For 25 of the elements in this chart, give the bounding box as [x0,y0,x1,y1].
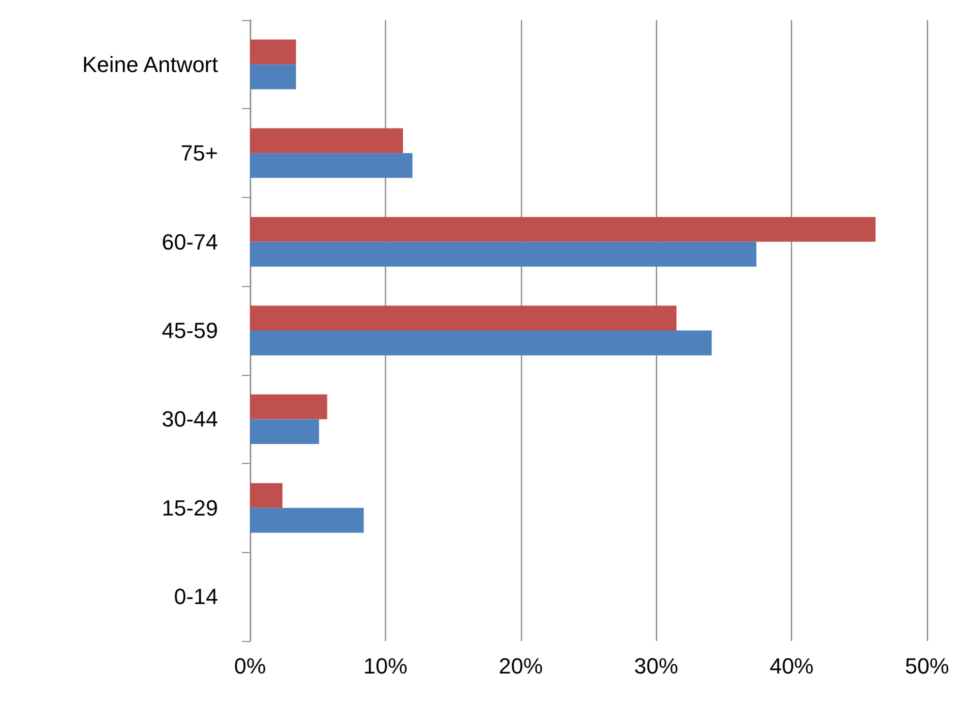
bar [250,40,296,64]
bar [250,64,296,90]
bar [250,508,364,533]
y-tick-label: Keine Antwort [82,52,218,77]
y-tick-label: 60-74 [162,229,218,254]
y-tick-label: 0-14 [174,584,218,610]
x-tick-label: 0% [234,654,266,678]
bar [250,394,328,420]
x-tick-label: 50% [904,654,950,678]
bar [250,306,677,330]
bar [250,419,320,444]
x-tick-label: 20% [498,654,543,678]
bar [250,483,282,508]
y-tick-label: 30-44 [162,406,218,432]
bar [250,153,412,178]
y-tick-label: 75+ [180,140,218,166]
x-tick-label: 40% [770,654,814,678]
y-tick-label: 45-59 [162,318,218,343]
bar [250,242,756,267]
x-tick-label: 10% [363,654,408,678]
x-tick-label: 30% [634,654,678,678]
bar [250,128,403,154]
y-tick-label: 15-29 [162,495,218,520]
bar [250,216,876,242]
bar [250,330,712,356]
